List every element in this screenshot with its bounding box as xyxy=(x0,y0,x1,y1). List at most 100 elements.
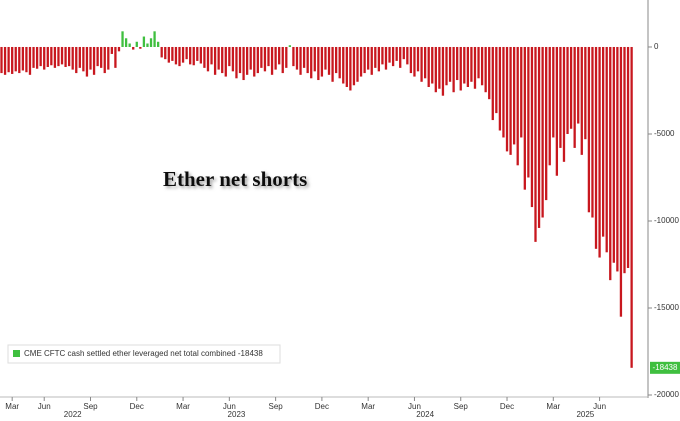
y-tick-label: 0 xyxy=(654,42,659,51)
bar xyxy=(302,46,306,68)
bar xyxy=(213,46,217,75)
bar xyxy=(463,46,466,84)
bar xyxy=(388,46,391,63)
x-tick-label: Mar xyxy=(176,402,190,411)
x-year-label: 2022 xyxy=(64,410,82,419)
bar xyxy=(117,46,121,52)
bar xyxy=(473,46,477,89)
x-tick-label: Jun xyxy=(38,402,51,411)
bar xyxy=(199,46,203,64)
bar xyxy=(235,46,238,79)
bar xyxy=(263,46,267,72)
bar xyxy=(89,46,92,70)
annotation: Ether net shorts xyxy=(163,167,307,191)
bar xyxy=(35,46,39,69)
bar xyxy=(616,46,619,272)
bar xyxy=(64,46,67,67)
bar xyxy=(438,46,441,89)
bar xyxy=(67,46,71,67)
bar xyxy=(391,46,395,67)
bar xyxy=(253,46,256,77)
bar xyxy=(345,46,348,88)
bar xyxy=(537,46,541,228)
legend-swatch xyxy=(13,350,20,357)
bar xyxy=(477,46,480,79)
bar xyxy=(53,46,57,68)
bar xyxy=(423,46,427,79)
bar xyxy=(612,46,615,263)
bar xyxy=(594,46,598,249)
bar xyxy=(573,46,576,148)
bar xyxy=(107,46,110,70)
bar xyxy=(591,46,594,218)
bar xyxy=(156,41,160,47)
bar xyxy=(548,46,551,166)
bar xyxy=(75,46,78,74)
bar xyxy=(534,46,537,242)
bar xyxy=(103,46,106,74)
bar xyxy=(78,46,81,68)
bar xyxy=(502,46,505,138)
bar xyxy=(149,38,153,47)
bar xyxy=(352,46,356,86)
bar xyxy=(32,46,35,68)
bar xyxy=(50,46,53,66)
bar xyxy=(541,46,544,218)
bar xyxy=(299,46,302,75)
bar xyxy=(25,46,28,73)
bar xyxy=(370,46,373,75)
bar xyxy=(221,46,224,74)
bar xyxy=(342,46,345,84)
bar xyxy=(495,46,498,114)
bar xyxy=(402,46,405,60)
x-tick-label: Sep xyxy=(454,402,469,411)
legend: CME CFTC cash settled ether leveraged ne… xyxy=(7,344,281,364)
bar xyxy=(349,46,352,91)
x-tick-label: Dec xyxy=(500,402,514,411)
bar xyxy=(331,46,334,82)
bar xyxy=(523,46,526,190)
bar xyxy=(267,46,270,67)
bar xyxy=(356,46,359,82)
bar xyxy=(192,46,195,66)
bar xyxy=(249,46,252,70)
bar xyxy=(559,46,562,148)
bar xyxy=(605,46,608,253)
bar xyxy=(146,43,149,47)
bar xyxy=(295,46,299,70)
bar xyxy=(160,46,163,58)
bar xyxy=(238,46,242,74)
bar xyxy=(7,46,10,73)
bar xyxy=(466,46,470,88)
bar xyxy=(359,46,363,77)
bar xyxy=(196,46,199,61)
bar xyxy=(367,46,370,70)
bar xyxy=(416,46,420,72)
x-year-label: 2024 xyxy=(416,410,434,419)
bar xyxy=(292,46,295,67)
bar xyxy=(310,46,313,79)
legend-box xyxy=(7,344,281,364)
bar xyxy=(384,46,388,70)
bar xyxy=(274,46,277,70)
bar xyxy=(427,46,430,88)
y-tick-label: -10000 xyxy=(654,216,679,225)
bar xyxy=(317,46,320,81)
bar xyxy=(245,46,249,75)
bar xyxy=(584,46,587,140)
bar xyxy=(178,46,181,67)
bar xyxy=(445,46,448,86)
legend-label: CME CFTC cash settled ether leveraged ne… xyxy=(24,349,263,358)
bar xyxy=(85,46,89,77)
bar xyxy=(139,46,142,49)
x-tick-label: Sep xyxy=(83,402,98,411)
bar xyxy=(459,46,462,91)
bar xyxy=(242,46,245,81)
x-year-label: 2025 xyxy=(576,410,594,419)
bar xyxy=(92,46,96,75)
bar xyxy=(324,46,327,70)
bar xyxy=(281,46,284,74)
bar xyxy=(413,46,416,77)
